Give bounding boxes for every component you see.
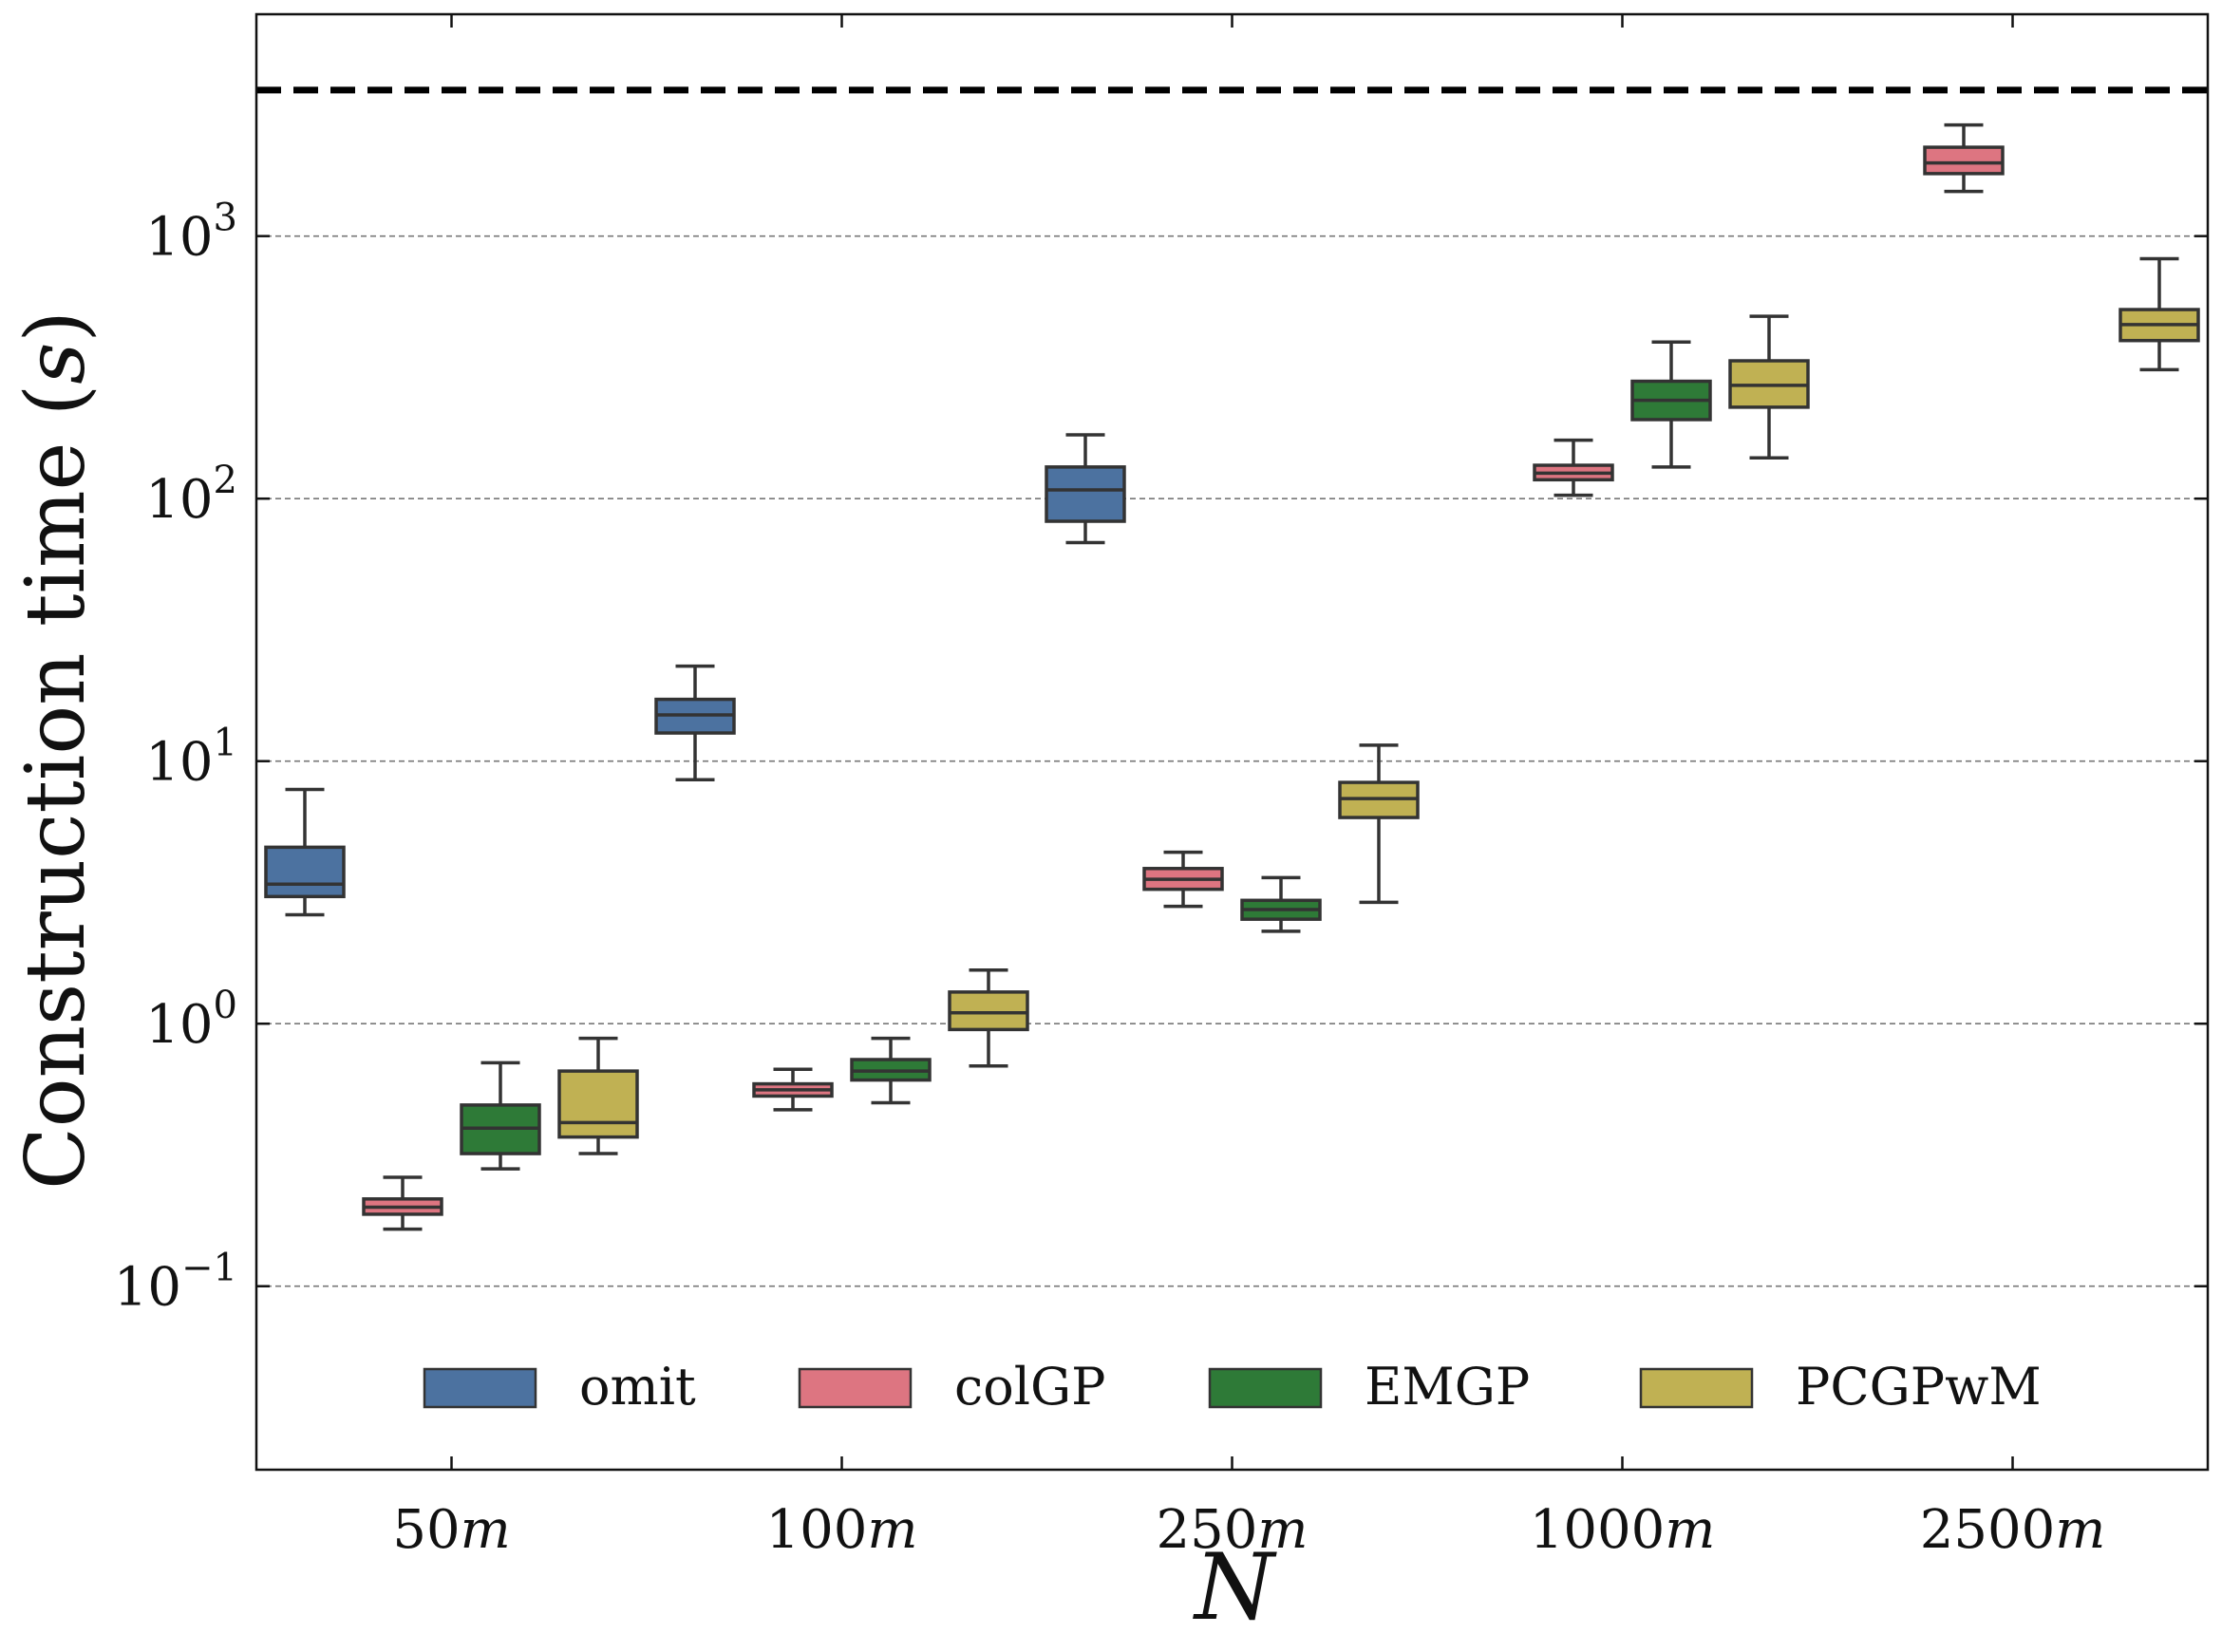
plot-frame bbox=[254, 12, 2210, 1472]
legend-item-colGP: colGP bbox=[798, 1357, 1106, 1417]
y-axis-title-close: ) bbox=[9, 310, 104, 343]
box-PCGPwM-3 bbox=[1728, 314, 1810, 460]
box-colGP-3 bbox=[1533, 438, 1614, 497]
box-colGP-2 bbox=[1142, 850, 1224, 909]
box-colGP-1 bbox=[752, 1067, 834, 1112]
y-tick-exponent: 1 bbox=[214, 722, 237, 765]
y-tick-base: 10 bbox=[145, 994, 213, 1056]
box-series-layer bbox=[264, 122, 2200, 1231]
x-axis-ticks: 50m 100m 250m 1000m 2500m bbox=[392, 14, 2105, 1561]
legend-item-EMGP: EMGP bbox=[1208, 1357, 1530, 1417]
x-tick-number: 50 bbox=[392, 1499, 460, 1561]
grid-lines bbox=[256, 235, 2208, 1287]
box-iqr bbox=[1923, 145, 2005, 176]
x-tick-label-0: 50m bbox=[392, 1499, 510, 1561]
y-tick-label-1: 100 bbox=[145, 984, 237, 1056]
legend-label: EMGP bbox=[1365, 1357, 1530, 1417]
legend-swatch bbox=[1639, 1367, 1754, 1409]
y-tick-base: 10 bbox=[145, 207, 213, 269]
box-iqr bbox=[1045, 465, 1126, 523]
box-iqr bbox=[557, 1069, 639, 1139]
y-tick-exponent: 3 bbox=[214, 197, 237, 240]
box-PCGPwM-0 bbox=[557, 1036, 639, 1155]
x-axis-title: N bbox=[1193, 1534, 1277, 1641]
legend-label: colGP bbox=[954, 1357, 1106, 1417]
y-axis-title-unit: s bbox=[9, 343, 104, 385]
box-colGP-4 bbox=[1923, 122, 2005, 194]
legend-swatch bbox=[1208, 1367, 1323, 1409]
x-tick-number: 100 bbox=[766, 1499, 868, 1561]
box-omit-0 bbox=[264, 787, 346, 917]
y-axis-title: Construction time (s) bbox=[9, 310, 104, 1190]
x-tick-label-4: 2500m bbox=[1920, 1499, 2106, 1561]
box-EMGP-3 bbox=[1630, 340, 1712, 469]
y-tick-label-0: 10−1 bbox=[114, 1247, 237, 1319]
x-tick-number: 2500 bbox=[1920, 1499, 2056, 1561]
y-tick-label-3: 102 bbox=[145, 459, 237, 531]
box-PCGPwM-2 bbox=[1338, 743, 1420, 905]
y-axis-title-main: Construction time ( bbox=[9, 385, 104, 1190]
x-tick-suffix: m bbox=[1257, 1499, 1308, 1561]
box-iqr bbox=[948, 990, 1029, 1032]
x-tick-label-2: 250m bbox=[1157, 1499, 1309, 1561]
y-tick-label-2: 101 bbox=[145, 722, 237, 794]
box-iqr bbox=[264, 845, 346, 899]
box-omit-1 bbox=[654, 664, 736, 781]
x-tick-label-1: 100m bbox=[766, 1499, 918, 1561]
box-PCGPwM-1 bbox=[948, 968, 1029, 1068]
plot-border bbox=[254, 12, 2210, 1472]
y-tick-base: 10 bbox=[114, 1257, 181, 1319]
box-EMGP-2 bbox=[1240, 875, 1322, 933]
legend-swatch bbox=[798, 1367, 913, 1409]
legend-label: omit bbox=[579, 1357, 696, 1417]
box-EMGP-0 bbox=[460, 1061, 541, 1171]
box-PCGPwM-4 bbox=[2118, 256, 2200, 372]
x-tick-number: 1000 bbox=[1530, 1499, 1666, 1561]
y-tick-exponent: 0 bbox=[214, 984, 237, 1027]
y-tick-base: 10 bbox=[145, 732, 213, 794]
legend-label: PCGPwM bbox=[1796, 1357, 2042, 1417]
y-tick-label-4: 103 bbox=[145, 197, 237, 269]
box-omit-2 bbox=[1045, 433, 1126, 545]
x-tick-suffix: m bbox=[2055, 1499, 2105, 1561]
legend: omit colGP EMGP PCGPwM bbox=[423, 1357, 2042, 1417]
x-tick-suffix: m bbox=[461, 1499, 511, 1561]
legend-item-omit: omit bbox=[423, 1357, 696, 1417]
y-tick-exponent: −1 bbox=[181, 1247, 237, 1290]
x-tick-label-3: 1000m bbox=[1530, 1499, 1716, 1561]
legend-swatch bbox=[423, 1367, 537, 1409]
y-tick-exponent: 2 bbox=[214, 459, 237, 502]
legend-item-PCGPwM: PCGPwM bbox=[1639, 1357, 2042, 1417]
box-colGP-0 bbox=[362, 1175, 443, 1231]
y-tick-base: 10 bbox=[145, 469, 213, 531]
x-tick-suffix: m bbox=[1665, 1499, 1715, 1561]
x-tick-suffix: m bbox=[867, 1499, 917, 1561]
x-tick-number: 250 bbox=[1157, 1499, 1258, 1561]
box-EMGP-1 bbox=[850, 1036, 932, 1105]
